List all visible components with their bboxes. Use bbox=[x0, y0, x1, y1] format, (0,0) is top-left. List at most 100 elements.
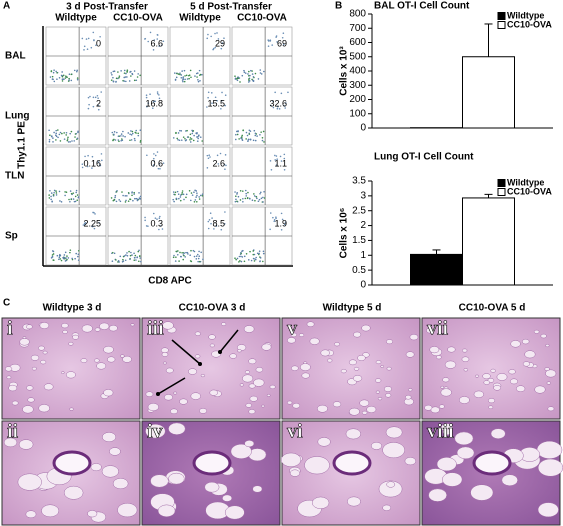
event-dot bbox=[110, 197, 113, 199]
event-dot bbox=[119, 200, 122, 203]
event-dot bbox=[189, 199, 192, 202]
event-dot bbox=[140, 260, 142, 263]
event-dot bbox=[64, 77, 67, 79]
event-dot bbox=[259, 257, 262, 259]
event-dot bbox=[64, 251, 67, 254]
alveolus bbox=[165, 367, 174, 374]
event-dot bbox=[92, 105, 95, 108]
event-dot bbox=[69, 249, 72, 251]
event-dot bbox=[181, 70, 183, 72]
alveolus bbox=[385, 393, 392, 398]
event-dot bbox=[199, 136, 202, 138]
event-dot bbox=[185, 130, 187, 132]
event-dot bbox=[223, 222, 226, 225]
event-dot bbox=[215, 224, 218, 227]
event-dot bbox=[272, 100, 274, 102]
event-dot bbox=[242, 200, 244, 203]
event-dot bbox=[120, 133, 123, 135]
alveolus bbox=[287, 400, 293, 405]
event-dot bbox=[189, 137, 192, 139]
alveolus bbox=[248, 383, 256, 389]
bar bbox=[462, 56, 515, 129]
event-dot bbox=[138, 260, 140, 263]
event-dot bbox=[272, 216, 274, 219]
event-dot bbox=[122, 130, 124, 133]
event-dot bbox=[156, 34, 159, 36]
event-dot bbox=[130, 134, 133, 136]
alveolus bbox=[473, 390, 484, 398]
event-dot bbox=[97, 161, 100, 163]
event-dot bbox=[84, 223, 86, 226]
event-dot bbox=[191, 132, 194, 135]
event-dot bbox=[206, 167, 209, 169]
event-dot bbox=[174, 191, 177, 194]
event-dot bbox=[137, 73, 139, 75]
event-dot bbox=[241, 134, 244, 137]
event-dot bbox=[240, 260, 243, 263]
column-title: Wildtype 5 d bbox=[323, 303, 382, 314]
alveolus bbox=[145, 424, 166, 439]
event-dot bbox=[176, 253, 179, 256]
alveolus bbox=[5, 366, 13, 372]
event-dot bbox=[137, 134, 140, 137]
event-dot bbox=[248, 75, 250, 77]
event-dot bbox=[198, 196, 200, 198]
event-dot bbox=[186, 136, 189, 138]
event-dot bbox=[196, 140, 199, 142]
alveolus bbox=[162, 321, 174, 330]
alveolus bbox=[261, 343, 272, 351]
event-dot bbox=[59, 140, 62, 142]
event-dot bbox=[275, 155, 278, 157]
event-dot bbox=[281, 218, 284, 221]
event-dot bbox=[185, 74, 188, 77]
event-dot bbox=[193, 134, 195, 137]
event-dot bbox=[276, 107, 279, 110]
alveolus bbox=[353, 331, 362, 338]
event-dot bbox=[201, 73, 203, 76]
event-dot bbox=[247, 259, 250, 261]
event-dot bbox=[189, 254, 191, 257]
arrow bbox=[219, 329, 239, 353]
event-dot bbox=[176, 190, 179, 193]
event-dot bbox=[125, 199, 127, 202]
event-dot bbox=[198, 255, 201, 258]
alveolus bbox=[540, 333, 547, 339]
event-dot bbox=[211, 102, 213, 104]
event-dot bbox=[69, 200, 71, 203]
event-dot bbox=[76, 77, 79, 79]
event-dot bbox=[241, 74, 244, 77]
event-dot bbox=[214, 96, 217, 99]
event-dot bbox=[81, 166, 84, 169]
event-dot bbox=[51, 255, 54, 258]
event-dot bbox=[247, 73, 249, 75]
event-dot bbox=[194, 199, 197, 201]
event-dot bbox=[114, 194, 117, 197]
event-dot bbox=[115, 259, 117, 261]
event-dot bbox=[177, 132, 180, 134]
event-dot bbox=[243, 71, 246, 73]
event-dot bbox=[275, 216, 277, 218]
event-dot bbox=[258, 250, 261, 252]
event-dot bbox=[128, 250, 130, 253]
alveolus bbox=[359, 399, 370, 407]
legend-label: Wildtype bbox=[507, 10, 544, 20]
event-dot bbox=[53, 69, 55, 71]
alveolus bbox=[87, 510, 98, 518]
panel-numeral: iii bbox=[147, 318, 164, 340]
event-dot bbox=[145, 96, 148, 99]
event-dot bbox=[134, 254, 137, 257]
alveolus bbox=[209, 343, 215, 348]
alveolus bbox=[290, 332, 297, 338]
event-dot bbox=[198, 260, 201, 263]
alveolus bbox=[547, 406, 555, 412]
quadrant-value: 16.8 bbox=[145, 98, 163, 108]
event-dot bbox=[101, 159, 103, 162]
event-dot bbox=[172, 256, 175, 259]
event-dot bbox=[259, 191, 262, 194]
event-dot bbox=[200, 251, 202, 254]
event-dot bbox=[112, 199, 115, 202]
event-dot bbox=[220, 228, 223, 231]
event-dot bbox=[178, 260, 180, 262]
alveolus bbox=[546, 381, 551, 385]
event-dot bbox=[253, 253, 256, 256]
